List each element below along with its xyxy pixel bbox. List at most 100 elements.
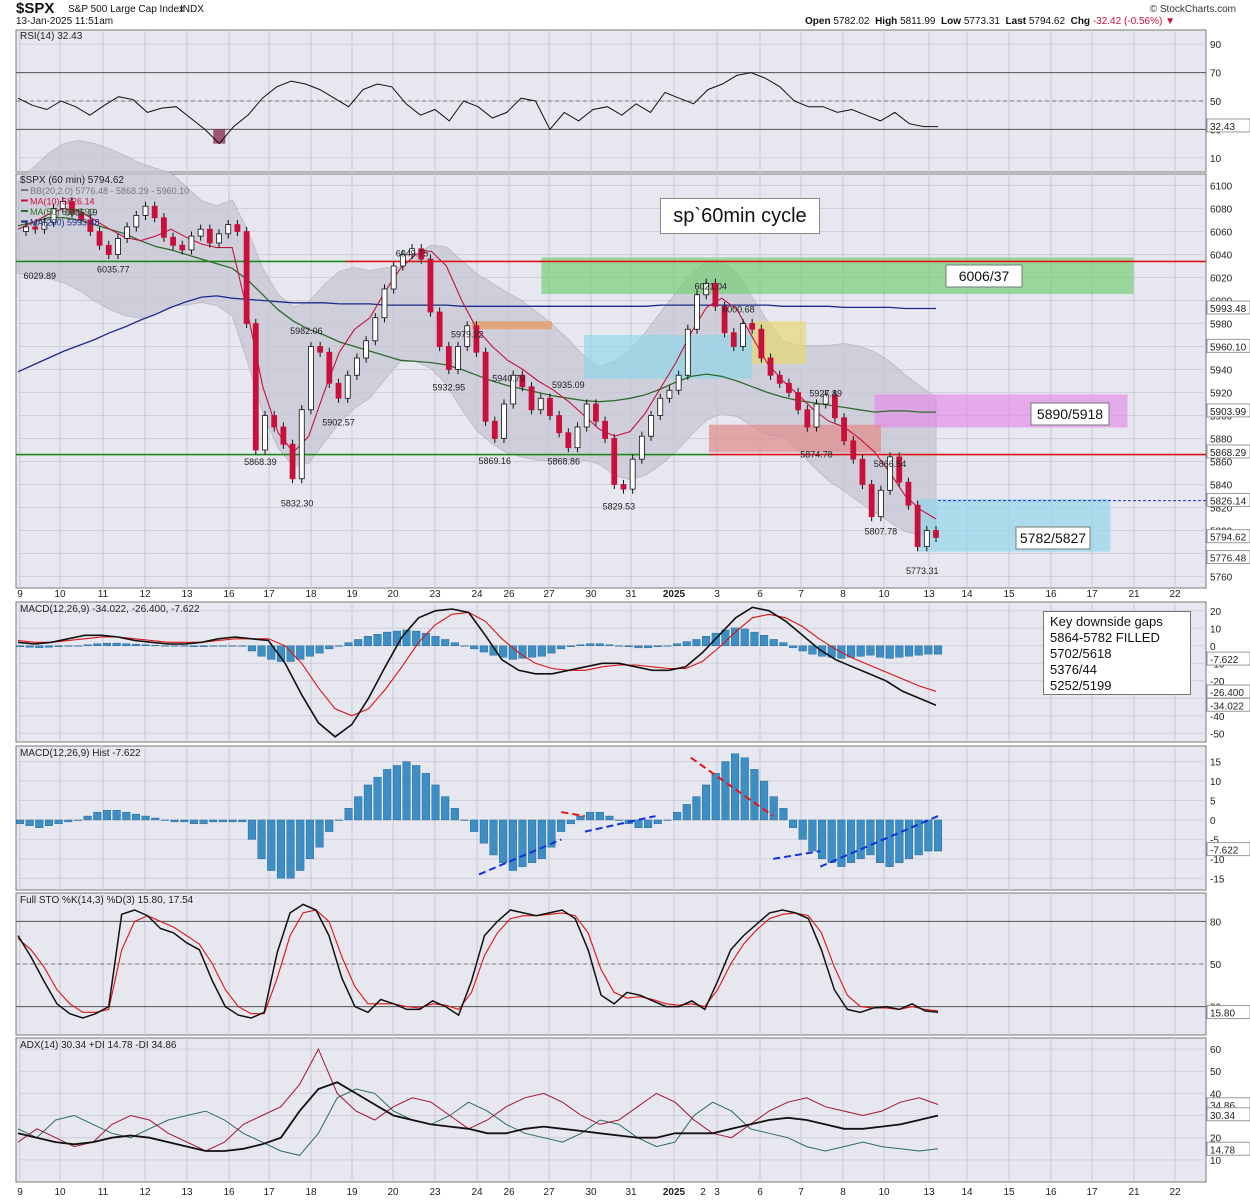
rsi-value-label: 32.43 xyxy=(1210,122,1235,133)
candle xyxy=(197,228,204,237)
candle xyxy=(822,394,829,405)
hist-bar xyxy=(837,819,846,867)
hist-bar xyxy=(933,819,943,852)
macd-histogram-bar xyxy=(875,645,885,658)
macd-histogram-bar xyxy=(789,645,798,649)
candle xyxy=(841,417,847,442)
x-tick-label: 10 xyxy=(54,1187,66,1198)
macd-histogram-bar xyxy=(402,629,411,646)
hist-bar xyxy=(615,819,624,821)
candle xyxy=(638,435,645,460)
panel-adx xyxy=(15,1037,1207,1183)
candle xyxy=(602,420,608,439)
candle xyxy=(262,415,268,451)
trendline-blue xyxy=(478,838,562,876)
hist-bar xyxy=(228,819,237,823)
y-tick-label: 70 xyxy=(1210,69,1222,80)
x-tick-label: 20 xyxy=(387,589,399,600)
open-value: 5782.02 xyxy=(833,16,870,27)
macd-histogram-bar xyxy=(412,630,421,646)
candle xyxy=(501,403,507,439)
y-tick-label: 15 xyxy=(1210,758,1222,769)
y-tick-label: 20 xyxy=(1210,1134,1222,1145)
sto-right-label-box xyxy=(1206,1005,1250,1020)
price-annotation: 5979.22 xyxy=(451,329,484,339)
hist-bar xyxy=(64,819,73,823)
price-annotation: 6035.77 xyxy=(97,264,130,274)
hist-bar xyxy=(315,819,324,848)
hist-title: MACD(12,26,9) Hist -7.622 xyxy=(20,748,141,759)
hist-bar xyxy=(73,819,83,821)
x-tick-label: 17 xyxy=(263,589,275,600)
macd-histogram-bar xyxy=(54,645,63,647)
price-right-label: 5868.29 xyxy=(1210,448,1247,459)
macd-histogram-bar xyxy=(112,642,121,646)
y-tick-label: 0 xyxy=(1210,816,1216,827)
x-tick-label: 12 xyxy=(139,589,151,600)
macd-histogram-bar xyxy=(373,634,382,646)
price-annotation: 5927.89 xyxy=(809,388,842,398)
candle xyxy=(519,374,526,388)
macd-histogram-bar xyxy=(228,645,237,647)
macd-histogram-bar xyxy=(131,643,140,646)
ma200-line xyxy=(17,295,936,373)
macd-histogram-bar xyxy=(470,645,479,650)
candle xyxy=(289,443,296,480)
x-tick-label: 16 xyxy=(1045,589,1057,600)
macd-histogram-bar xyxy=(363,636,372,646)
candle xyxy=(344,374,351,399)
candle xyxy=(804,409,811,428)
x-tick-label: 16 xyxy=(223,1187,235,1198)
hist-bar xyxy=(798,819,807,840)
x-tick-label: 6 xyxy=(757,1187,763,1198)
y-tick-label: 90 xyxy=(1210,40,1222,51)
macd-histogram-bar xyxy=(151,645,160,646)
low-label: Low xyxy=(941,16,962,27)
x-tick-label: 13 xyxy=(181,1187,193,1198)
hist-bar xyxy=(895,819,904,863)
high-label: High xyxy=(875,16,898,27)
candle xyxy=(133,214,140,228)
zone-6006-37 xyxy=(541,257,1134,295)
zone-label-box xyxy=(1030,402,1110,426)
y-tick-label: 0 xyxy=(1210,642,1216,653)
macd-histogram-bar xyxy=(315,645,324,654)
macd-histogram-bar xyxy=(895,645,904,658)
macd-histogram-bar xyxy=(73,645,83,647)
candle xyxy=(565,432,572,449)
x-tick-label: 17 xyxy=(263,1187,275,1198)
hist-bar xyxy=(808,819,817,852)
hist-bar xyxy=(383,769,392,821)
trendline-red xyxy=(561,811,586,818)
hist-bar xyxy=(663,819,672,821)
rsi-value-label-box xyxy=(1206,118,1250,133)
sto-k-line xyxy=(17,903,939,1019)
price-annotation: 5902.57 xyxy=(322,418,355,428)
macd-signal-line xyxy=(17,611,937,717)
zone-label: 5890/5918 xyxy=(1037,406,1103,422)
macd-histogram-bar xyxy=(189,645,198,647)
x-tick-label: 24 xyxy=(471,1187,483,1198)
x-tick-label: 23 xyxy=(429,1187,441,1198)
hist-bar xyxy=(644,819,653,828)
last-label: Last xyxy=(1005,16,1027,27)
chg-label: Chg xyxy=(1070,16,1091,27)
header-name: S&P 500 Large Cap Index xyxy=(68,4,185,15)
x-tick-label: 16 xyxy=(223,589,235,600)
macd-histogram-bar xyxy=(508,645,517,660)
candle xyxy=(243,231,250,324)
x-tick-label: 24 xyxy=(471,589,483,600)
sto-title: Full STO %K(14,3) %D(3) 15.80, 17.54 xyxy=(20,895,194,906)
price-right-label: 5776.48 xyxy=(1210,554,1247,565)
adx-title: ADX(14) 30.34 +DI 14.78 -DI 34.86 xyxy=(20,1040,177,1051)
trendline-red xyxy=(690,756,774,817)
candle xyxy=(170,236,176,246)
hist-bar xyxy=(54,819,63,825)
candle xyxy=(151,205,158,219)
candle xyxy=(905,481,912,506)
hist-right-label: -7.622 xyxy=(1210,846,1239,857)
candle xyxy=(455,346,461,370)
price-annotation: 5868.39 xyxy=(244,457,277,467)
x-tick-label: 16 xyxy=(1045,1187,1057,1198)
candle xyxy=(206,228,213,244)
